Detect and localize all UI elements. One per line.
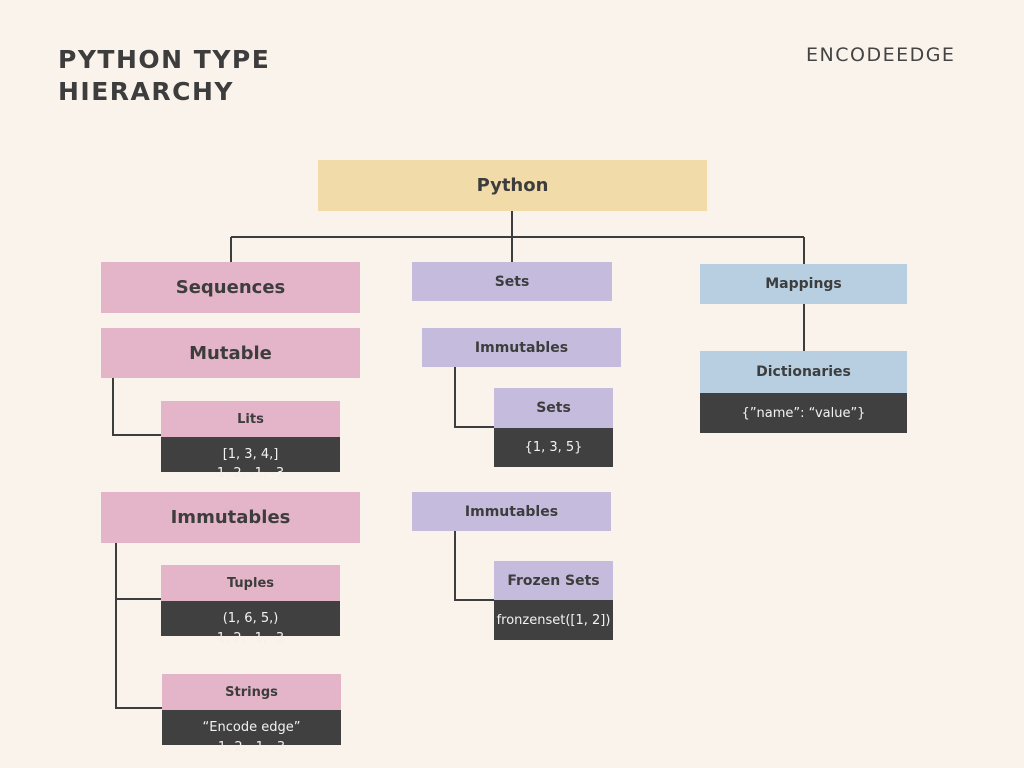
node-sets: Sets <box>412 262 612 301</box>
example-tuples: (1, 6, 5,) <box>161 601 340 636</box>
node-immutables-sets-2: Immutables <box>412 492 611 531</box>
node-sequences: Sequences <box>101 262 360 313</box>
ghost-text: 1, 2, -1, -3 <box>216 631 285 646</box>
example-lists: [1, 3, 4,] <box>161 437 340 472</box>
example-frozen-sets: fronzenset([1, 2]) <box>494 600 613 640</box>
node-mutable: Mutable <box>101 328 360 378</box>
node-immutables-sets-1: Immutables <box>422 328 621 367</box>
node-python: Python <box>318 160 707 211</box>
ghost-text: 1, 2, -1, -3 <box>217 740 286 755</box>
node-dictionaries: Dictionaries <box>700 351 907 393</box>
node-mappings: Mappings <box>700 264 907 304</box>
node-lists: Lits <box>161 401 340 437</box>
node-sets-inner: Sets <box>494 388 613 428</box>
node-strings: Strings <box>162 674 341 710</box>
node-frozen-sets: Frozen Sets <box>494 561 613 600</box>
example-dictionaries: {”name”: “value”} <box>700 393 907 433</box>
node-immutables-sequences: Immutables <box>101 492 360 543</box>
brand-name: ENCODEEDGE <box>806 44 956 66</box>
page-title: PYTHON TYPE HIERARCHY <box>58 45 271 106</box>
example-strings: “Encode edge” <box>162 710 341 745</box>
node-tuples: Tuples <box>161 565 340 601</box>
example-sets: {1, 3, 5} <box>494 428 613 467</box>
ghost-text: 1, 2, -1, -3 <box>216 466 285 481</box>
